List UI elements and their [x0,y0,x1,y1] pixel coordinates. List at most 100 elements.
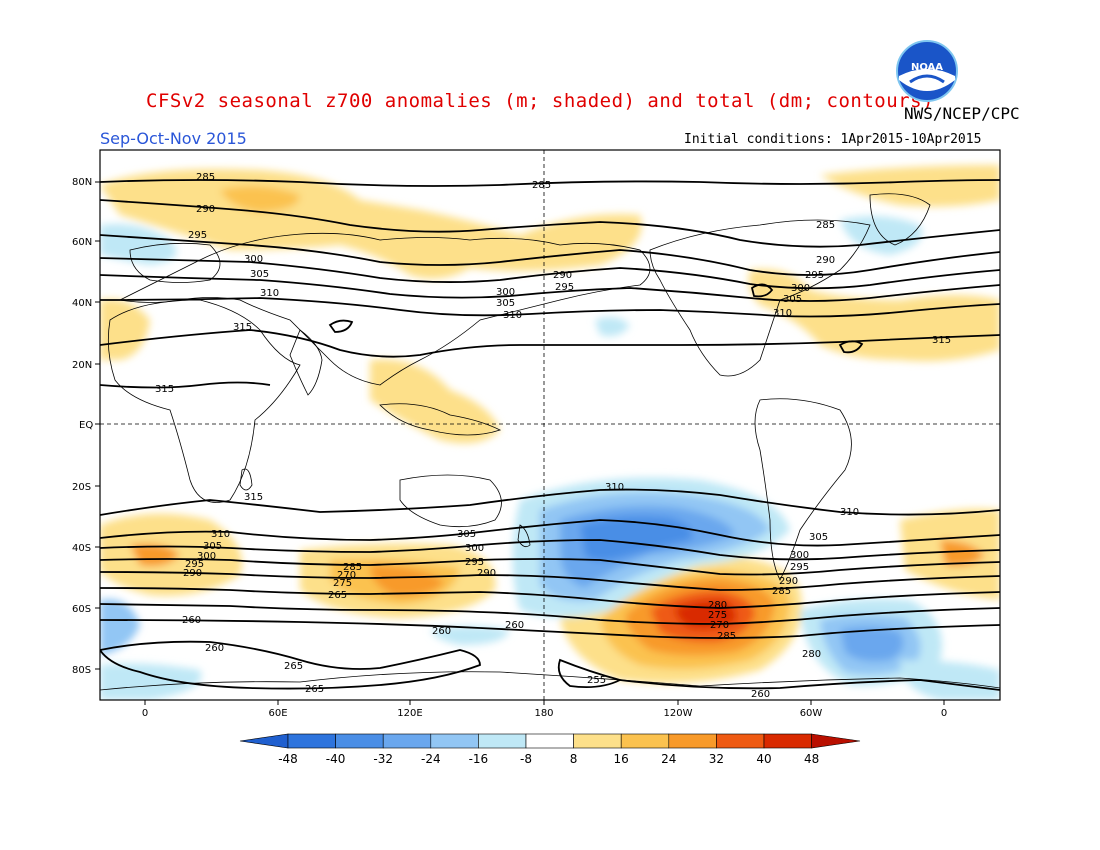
contour-label: 310 [503,310,522,321]
negative-anomaly-region [840,626,904,662]
lon-label: 0 [142,708,148,719]
contour-label: 310 [840,507,859,518]
lon-label: 0 [941,708,947,719]
season-label: Sep-Oct-Nov 2015 [100,129,247,148]
contour-label: 295 [805,270,824,281]
colorbar-segment [620,733,670,749]
contour-line [100,603,1000,625]
colorbar-segment [525,733,574,749]
contour-label: 300 [790,550,809,561]
contour-label: 285 [717,631,736,642]
lat-label: 20N [72,360,92,371]
negative-anomaly-region [430,626,510,645]
contour-line [100,381,271,389]
contour-label: 265 [328,590,347,601]
contour-label: 260 [432,626,451,637]
lat-label: 80N [72,177,92,188]
coastline-indonesia [379,403,502,436]
contour-label: 260 [505,620,524,631]
positive-anomaly-region [370,359,500,444]
contour-label: 315 [233,322,252,333]
contour-line [100,519,1000,547]
contour-label: 295 [555,282,574,293]
logo-text: NOAA [911,62,943,73]
colorbar-segment [478,733,527,749]
contour-label: 295 [185,559,204,570]
contour-line [100,297,1000,318]
contour-label: 300 [197,551,216,562]
negative-anomaly-region [580,516,693,561]
contour-label: 295 [465,557,484,568]
lon-label: 180 [534,708,553,719]
contour-label: 315 [932,335,951,346]
lon-axis: 0 60E 120E 180 120W 60W 0 [142,700,947,719]
lat-label: 20S [72,482,91,493]
colorbar-label: -8 [520,752,532,766]
colorbar-label: -40 [326,752,346,766]
lat-label: EQ [79,420,93,431]
colorbar-segment [287,733,336,749]
lat-label: 80S [72,665,91,676]
contour-line [100,558,1000,576]
contour-label: 300 [496,287,515,298]
negative-anomaly-region [100,599,140,655]
contour-label: 285 [532,180,551,191]
negative-anomaly-region [100,224,177,265]
negative-anomaly-region [900,660,1000,700]
contour-label: 290 [477,568,496,579]
contour-label: 275 [708,610,727,621]
colorbar-label: -16 [469,752,489,766]
contour-label: 260 [182,615,201,626]
contour-label: 285 [816,220,835,231]
height-contours [100,179,1000,691]
contour-label: 310 [773,308,792,319]
contour-label: 290 [196,204,215,215]
colorbar-label: -32 [373,752,393,766]
colorbar-label: 40 [756,752,771,766]
colorbar-label: 16 [614,752,629,766]
contour-line [750,283,774,298]
coastline-eurasia [118,232,651,386]
chart-title: CFSv2 seasonal z700 anomalies (m; shaded… [146,90,934,112]
contour-line [328,319,354,333]
contour-label: 305 [457,529,476,540]
agency-label: NWS/NCEP/CPC [904,104,1020,123]
initial-conditions-label: Initial conditions: 1Apr2015-10Apr2015 [684,132,982,147]
contour-label: 305 [203,541,222,552]
noaa-logo-icon: NOAA [896,40,958,102]
colorbar-label: -24 [421,752,441,766]
lat-label: 40N [72,298,92,309]
contour-label: 275 [333,578,352,589]
contour-label: 305 [809,532,828,543]
coastline-india [289,329,323,396]
contour-label: 300 [465,543,484,554]
colorbar-label: 32 [709,752,724,766]
lon-label: 120E [397,708,422,719]
coastline-new-zealand [517,524,531,548]
contour-line [100,274,1000,302]
coastline-africa [107,299,301,503]
contour-label: 290 [816,255,835,266]
coastline-madagascar [239,468,253,491]
lon-label: 120W [664,708,693,719]
contour-label: 295 [188,230,207,241]
contour-label: 310 [211,529,230,540]
negative-anomaly-region [595,316,630,337]
lat-label: 40S [72,543,91,554]
contour-line [838,340,864,354]
contour-label: 305 [250,269,269,280]
contour-label: 315 [244,492,263,503]
contour-line [100,234,1000,276]
contour-label: 270 [710,620,729,631]
contour-label: 300 [244,254,263,265]
contour-label: 290 [779,576,798,587]
lat-label: 60N [72,237,92,248]
contour-line [100,539,1000,561]
colorbar-label: 48 [804,752,819,766]
contour-label: 285 [196,172,215,183]
contour-label: 290 [553,270,572,281]
colorbar-segment [763,733,812,749]
contour-label: 255 [587,675,606,686]
contour-line [100,179,1000,187]
